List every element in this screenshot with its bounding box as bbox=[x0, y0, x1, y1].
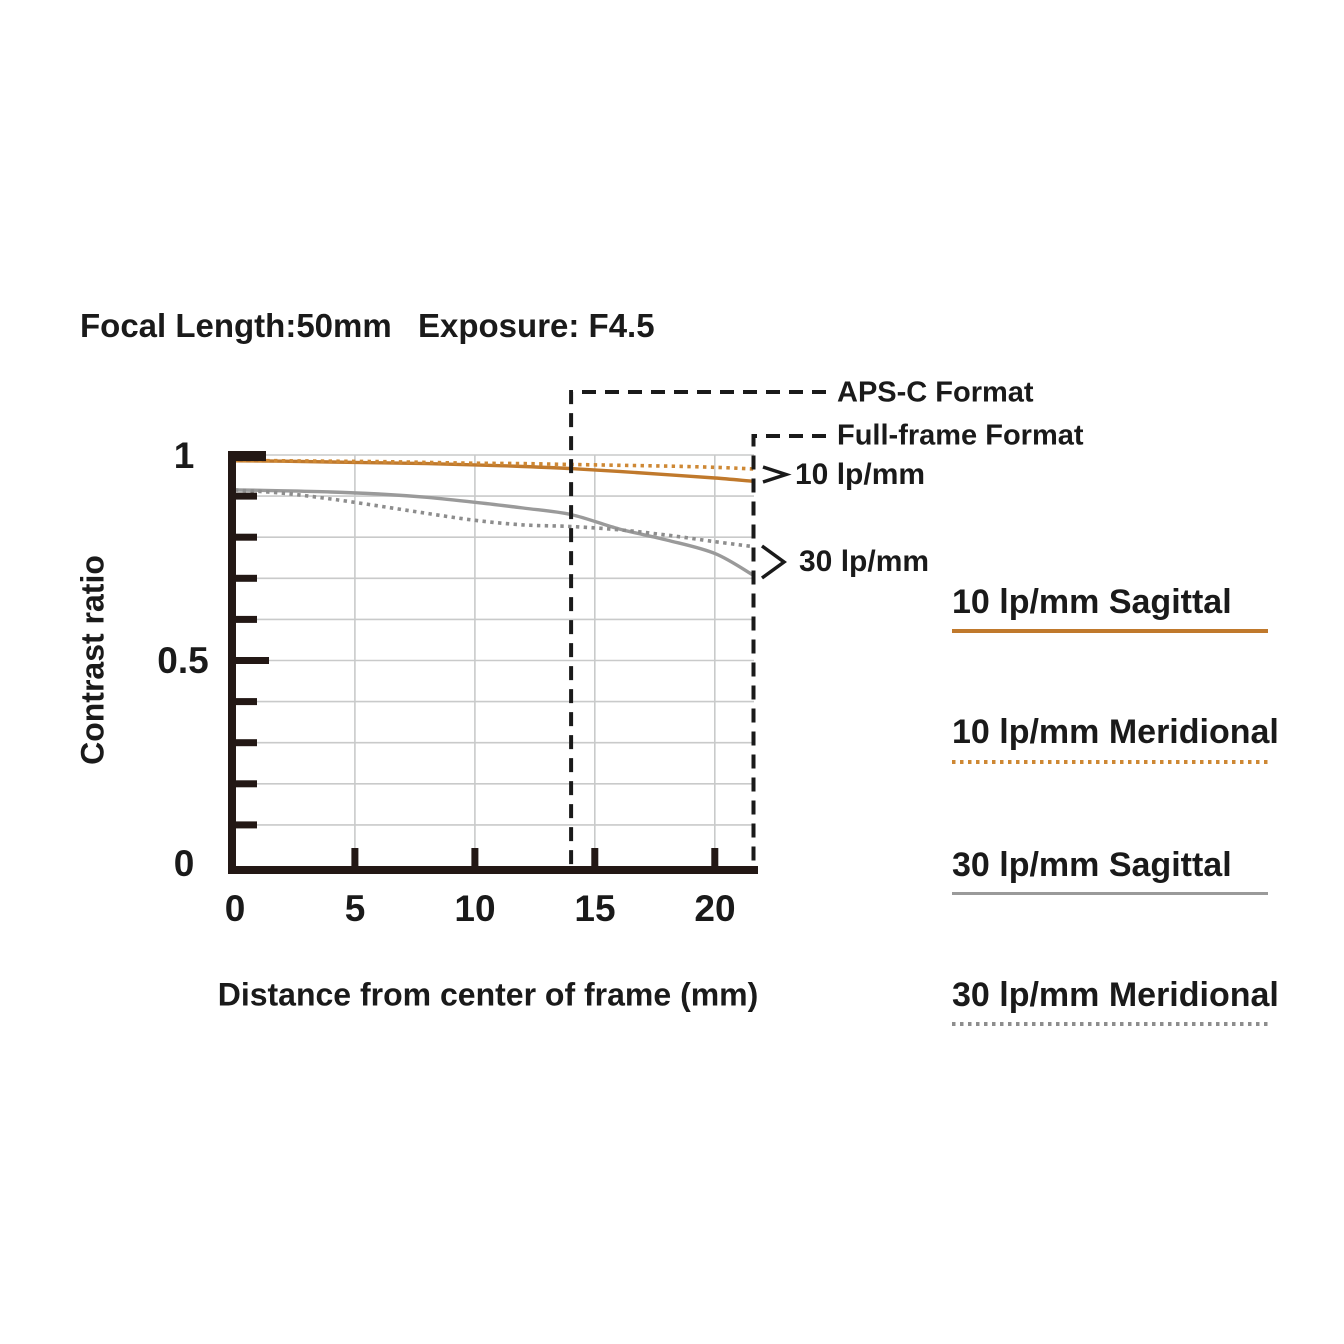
y-tick-label-1: 1 bbox=[173, 435, 195, 476]
legend-line-30-meridional bbox=[952, 1022, 1268, 1026]
right-chevron-icon-30lpmm bbox=[760, 544, 787, 580]
legend-line-10-meridional bbox=[952, 760, 1268, 764]
format-marker-lines bbox=[569, 390, 826, 866]
x-tick-label-0: 0 bbox=[224, 888, 246, 929]
legend-line-30-sagittal bbox=[952, 892, 1268, 895]
x-tick-label-5: 5 bbox=[344, 888, 366, 929]
apsc-format-label: APS-C Format bbox=[837, 376, 1034, 409]
legend-label-10-sagittal: 10 lp/mm Sagittal bbox=[952, 583, 1232, 621]
legend-label-30-meridional: 30 lp/mm Meridional bbox=[952, 976, 1279, 1014]
x-tick-label-15: 15 bbox=[574, 888, 616, 929]
chevron-pointers bbox=[760, 465, 792, 580]
focal-length-label: Focal Length:50mm bbox=[80, 307, 392, 344]
full-frame-format-label: Full-frame Format bbox=[837, 419, 1084, 452]
curve-30-lp-mm-meridional bbox=[234, 488, 754, 549]
legend-label-30-sagittal: 30 lp/mm Sagittal bbox=[952, 846, 1232, 884]
x-tick-label-10: 10 bbox=[454, 888, 496, 929]
y-tick-label-0: 0 bbox=[173, 843, 195, 884]
y-tick-label-0-5: 0.5 bbox=[157, 640, 209, 681]
x-axis-line bbox=[228, 866, 758, 874]
exposure-label: Exposure: F4.5 bbox=[418, 307, 655, 344]
curves-layer bbox=[234, 458, 755, 577]
format-marker-apsc bbox=[569, 390, 826, 866]
axes bbox=[228, 451, 758, 874]
y-axis-title: Contrast ratio bbox=[74, 555, 111, 765]
legend-line-10-sagittal bbox=[952, 629, 1268, 633]
x-axis-title: Distance from center of frame (mm) bbox=[217, 976, 759, 1013]
vertical-gridlines bbox=[354, 455, 716, 866]
annotation-30lpmm: 30 lp/mm bbox=[799, 545, 930, 578]
x-tick-label-20: 20 bbox=[694, 888, 736, 929]
curve-10-lp-mm-sagittal bbox=[234, 459, 754, 483]
right-chevron-icon-10lpmm bbox=[762, 465, 792, 484]
curve-30-lp-mm-sagittal bbox=[234, 488, 755, 577]
legend-label-10-meridional: 10 lp/mm Meridional bbox=[952, 713, 1279, 751]
format-marker-full-frame bbox=[751, 434, 826, 866]
annotation-10lpmm: 10 lp/mm bbox=[795, 458, 926, 491]
y-axis-line bbox=[228, 452, 236, 874]
horizontal-gridlines bbox=[236, 454, 754, 826]
